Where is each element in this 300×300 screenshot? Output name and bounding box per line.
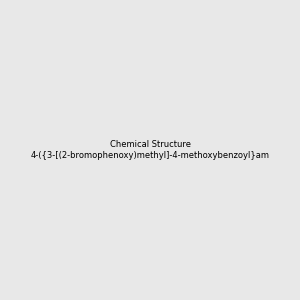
Text: Chemical Structure
4-({3-[(2-bromophenoxy)methyl]-4-methoxybenzoyl}am: Chemical Structure 4-({3-[(2-bromophenox… (31, 140, 269, 160)
